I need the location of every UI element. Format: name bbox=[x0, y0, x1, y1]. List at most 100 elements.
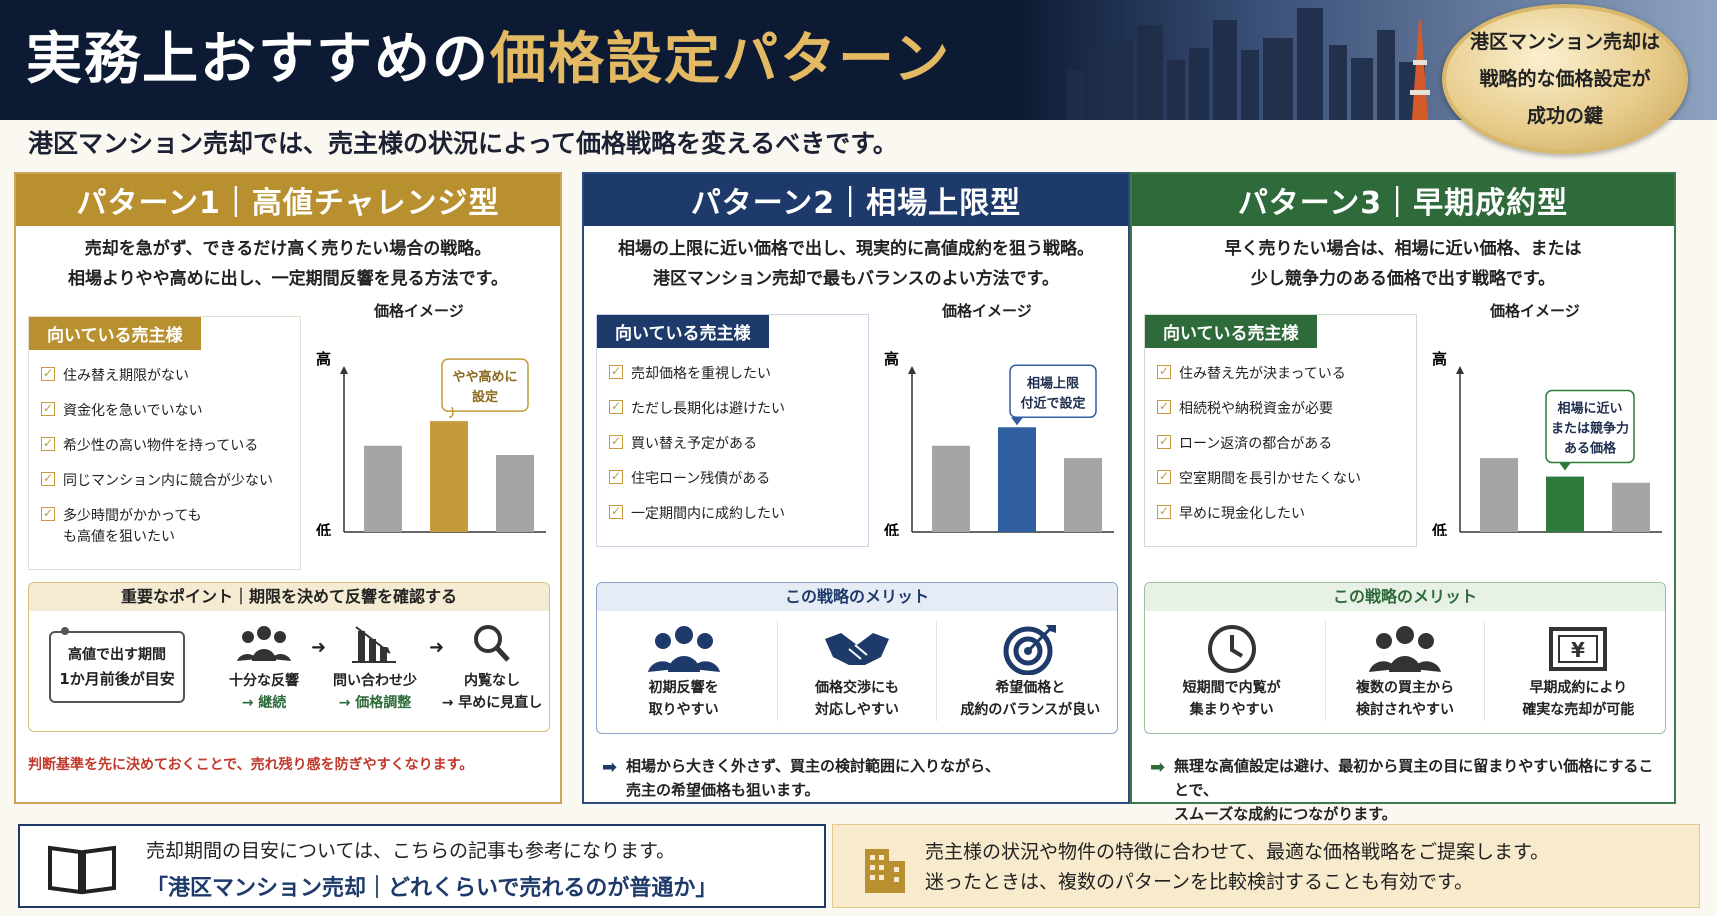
merit-3: 希望価格と 成約のバランスが良い bbox=[950, 621, 1110, 721]
advice-box: 売主様の状況や物件の特徴に合わせて、最適な価格戦略をご提案します。 迷ったときは、… bbox=[832, 824, 1700, 908]
pattern-2-header: パターン2｜相場上限型 bbox=[584, 174, 1128, 226]
suited-item: ✓ 相続税や納税資金が必要 bbox=[1157, 399, 1333, 417]
axis-high-label: 高 bbox=[884, 350, 899, 368]
checkbox-icon: ✓ bbox=[609, 434, 623, 449]
svg-text:¥: ¥ bbox=[1571, 638, 1585, 662]
suited-label: 向いている売主様 bbox=[29, 317, 201, 350]
chart-bar bbox=[364, 445, 402, 532]
merit-1: 初期反響を 取りやすい bbox=[604, 621, 764, 721]
chart-bar bbox=[932, 445, 970, 532]
related-article-box: 売却期間の目安については、こちらの記事も参考になります。 「港区マンション売却｜… bbox=[18, 824, 826, 908]
callout-text: または競争力 bbox=[1551, 421, 1629, 437]
checkbox-icon: ✓ bbox=[41, 401, 55, 416]
callout-text: ある価格 bbox=[1564, 441, 1617, 457]
period-box: 高値で出す期間 1か月前後が目安 bbox=[49, 627, 185, 703]
related-article-link[interactable]: 「港区マンション売却｜どれくらいで売れるのが普通か」 bbox=[146, 876, 718, 901]
handshake-icon bbox=[824, 633, 889, 665]
pattern-3-merit-box: この戦略のメリット 短期間で内覧が 集まりやすい 複数の買主から 検討されやすい ¥… bbox=[1144, 582, 1666, 734]
arrow-icon: ➜ bbox=[311, 637, 327, 658]
checkbox-icon: ✓ bbox=[41, 366, 55, 381]
pattern-1-price-chart: 価格イメージ 高低相場価格成約想定価格やや高めに設定 bbox=[314, 296, 554, 553]
pattern-2-description: 相場の上限に近い価格で出し、現実的に高値成約を狙う戦略。 港区マンション売却で最も… bbox=[618, 239, 1094, 289]
pattern-3-price-chart: 価格イメージ 高低相場価格成約想定価格相場に近いまたは競争力ある価格 bbox=[1430, 296, 1670, 553]
pattern-1-key-point-box: 重要なポイント｜期限を決めて反響を確認する 高値で出す期間 1か月前後が目安 十分… bbox=[28, 582, 550, 732]
callout-text: 設定 bbox=[472, 389, 498, 405]
y-axis-arrow bbox=[1456, 366, 1464, 374]
chart-bar bbox=[496, 455, 534, 532]
suited-item: ✓ 早めに現金化したい bbox=[1157, 504, 1305, 522]
pattern-2-note: ➡ 相場から大きく外さず、買主の検討範囲に入りながら、 売主の希望価格も狙います。 bbox=[602, 757, 1000, 799]
suited-item: ✓ 多少時間がかかっても bbox=[41, 506, 202, 524]
callout-text: やや高めに bbox=[452, 369, 517, 385]
magnifier-icon bbox=[474, 625, 510, 662]
merit-heading: この戦略のメリット bbox=[597, 583, 1117, 611]
step-1: 十分な反響 → 継続 bbox=[221, 623, 307, 714]
merit-2: 価格交渉にも 対応しやすい bbox=[776, 621, 937, 721]
axis-low-label: 低 bbox=[315, 522, 331, 536]
pattern-3-note: ➡ 無理な高値設定は避け、最初から買主の目に留まりやすい価格にすることで、 スムーズ… bbox=[1150, 757, 1654, 823]
checkbox-icon: ✓ bbox=[1157, 399, 1171, 414]
key-point-heading: 重要なポイント｜期限を決めて反響を確認する bbox=[29, 583, 549, 611]
pattern-1-note: 判断基準を先に決めておくことで、売れ残り感を防ぎやすくなります。 bbox=[28, 757, 474, 773]
chart-bar bbox=[1480, 458, 1518, 532]
arrow-icon: ➜ bbox=[429, 637, 445, 658]
yen-bill-icon: ¥ bbox=[1549, 627, 1608, 671]
advice-text: 売主様の状況や物件の特徴に合わせて、最適な価格戦略をご提案します。 迷ったときは、… bbox=[925, 841, 1550, 893]
suited-item: ✓ ローン返済の都合がある bbox=[1157, 434, 1333, 452]
pattern-2-merit-box: この戦略のメリット 初期反響を 取りやすい 価格交渉にも 対応しやすい 希望価格と成… bbox=[596, 582, 1118, 734]
suited-item: ✓ 買い替え予定がある bbox=[609, 434, 757, 452]
suited-item: ✓ 住み替え期限がない bbox=[41, 366, 189, 384]
pattern-3-header: パターン3｜早期成約型 bbox=[1132, 174, 1674, 226]
suited-item: ✓ 一定期間内に成約したい bbox=[609, 504, 785, 522]
axis-low-label: 低 bbox=[1431, 522, 1447, 536]
suited-item: ✓ 住宅ローン残債がある bbox=[609, 469, 771, 487]
open-book-icon bbox=[48, 845, 116, 895]
suited-item: ✓ ただし長期化は避けたい bbox=[609, 399, 785, 417]
suited-item: ✓ 住み替え先が決まっている bbox=[1157, 364, 1346, 382]
related-article-text: 売却期間の目安については、こちらの記事も参考になります。 bbox=[146, 840, 676, 862]
callout-arrow bbox=[448, 406, 454, 418]
checkbox-icon: ✓ bbox=[1157, 364, 1171, 379]
pattern-1-header: パターン1｜高値チャレンジ型 bbox=[16, 174, 560, 226]
chart-bar bbox=[1546, 476, 1584, 532]
pattern-2-price-chart: 価格イメージ 高低相場価格成約想定価格相場上限付近で設定 bbox=[882, 296, 1122, 553]
pattern-3-card: パターン3｜早期成約型 早く売りたい場合は、相場に近い価格、または 少し競争力のあ… bbox=[1130, 172, 1676, 823]
checkbox-icon: ✓ bbox=[41, 436, 55, 451]
step-3: 内覧なし → 早めに見直し bbox=[437, 623, 547, 714]
group-people-icon bbox=[647, 626, 720, 672]
suited-item: ✓ 同じマンション内に競合が少ない bbox=[41, 471, 273, 489]
group-people-icon bbox=[237, 626, 291, 661]
axis-high-label: 高 bbox=[316, 350, 331, 368]
clock-icon bbox=[1207, 625, 1256, 673]
chart-bar bbox=[998, 427, 1036, 532]
chart-bar bbox=[1612, 482, 1650, 532]
suited-item: ✓ 空室期間を長引かせたくない bbox=[1157, 469, 1361, 487]
suited-item: も高値を狙いたい bbox=[63, 529, 175, 545]
step-2: 問い合わせ少 → 価格調整 bbox=[325, 623, 425, 714]
suited-label: 向いている売主様 bbox=[597, 315, 769, 348]
checkbox-icon: ✓ bbox=[1157, 469, 1171, 484]
pattern-1-suited-box: 向いている売主様 ✓ 住み替え期限がない ✓ 資金化を急いでいない ✓ 希少性の高い物件を… bbox=[28, 316, 301, 570]
pattern-3-suited-box: 向いている売主様 ✓ 住み替え先が決まっている ✓ 相続税や納税資金が必要 ✓ ローン返済… bbox=[1144, 314, 1417, 547]
checkbox-icon: ✓ bbox=[609, 469, 623, 484]
checkbox-icon: ✓ bbox=[1157, 504, 1171, 519]
checkbox-icon: ✓ bbox=[609, 399, 623, 414]
group-people-icon bbox=[1368, 626, 1441, 672]
callout-box bbox=[1009, 364, 1097, 419]
callout-pointer bbox=[1559, 462, 1571, 471]
checkbox-icon: ✓ bbox=[41, 506, 55, 521]
callout-box bbox=[1545, 389, 1635, 464]
pin-icon bbox=[61, 627, 69, 635]
suited-item: ✓ 資金化を急いでいない bbox=[41, 401, 203, 419]
pattern-3-description: 早く売りたい場合は、相場に近い価格、または 少し競争力のある価格で出す戦略です。 bbox=[1224, 239, 1582, 289]
pattern-1-card: パターン1｜高値チャレンジ型 売却を急がず、できるだけ高く売りたい場合の戦略。相… bbox=[14, 172, 562, 804]
page-title: 実務上おすすめの価格設定パターン bbox=[26, 27, 952, 92]
callout-text: 相場に近い bbox=[1557, 401, 1622, 417]
pattern-1-description: 売却を急がず、できるだけ高く売りたい場合の戦略。 相場よりやや高めに出し、一定期間… bbox=[68, 239, 508, 289]
checkbox-icon: ✓ bbox=[609, 364, 623, 379]
suited-item: ✓ 売却価格を重視したい bbox=[609, 364, 771, 382]
merit-1: 短期間で内覧が 集まりやすい bbox=[1152, 621, 1312, 721]
merit-3: ¥ 早期成約により 確実な売却が可能 bbox=[1498, 621, 1658, 721]
merit-heading: この戦略のメリット bbox=[1145, 583, 1665, 611]
pattern-2-suited-box: 向いている売主様 ✓ 売却価格を重視したい ✓ ただし長期化は避けたい ✓ 買い替え予定が… bbox=[596, 314, 869, 547]
